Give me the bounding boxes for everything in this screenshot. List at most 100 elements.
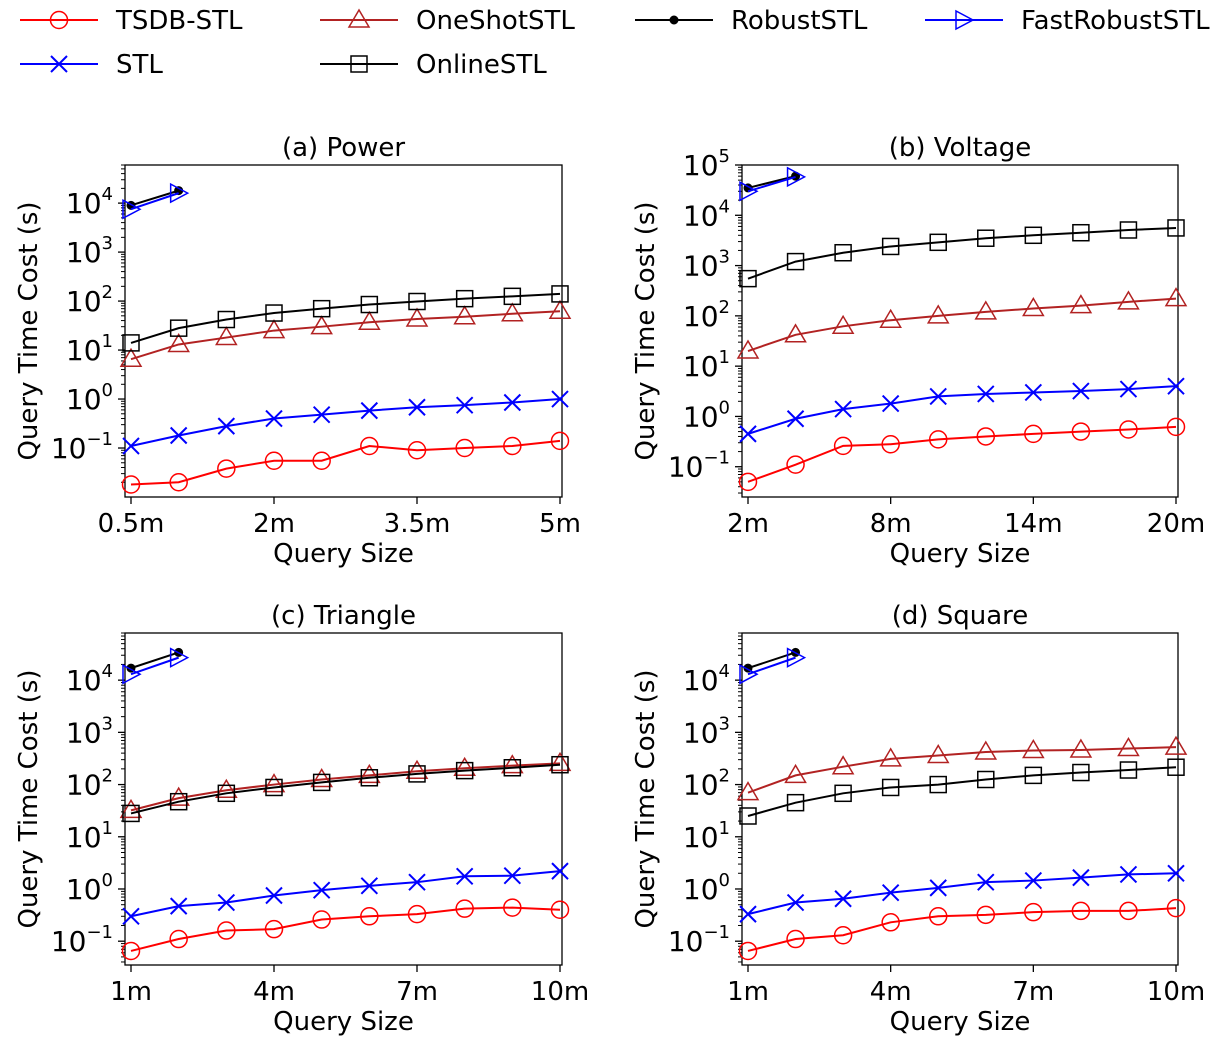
data-point [1024, 871, 1043, 890]
legend-label: TSDB-STL [115, 6, 243, 36]
data-point [503, 287, 522, 306]
data-point [408, 292, 426, 311]
y-tick-label: 10−1 [51, 922, 113, 958]
data-point [501, 302, 524, 322]
data-point [119, 347, 143, 367]
y-tick-label: 102 [66, 766, 113, 802]
data-point [929, 387, 947, 406]
data-point [167, 786, 190, 806]
data-point [929, 775, 947, 794]
data-point [833, 925, 853, 945]
series-oneshotstl [119, 299, 572, 367]
data-point [786, 252, 805, 271]
data-point [786, 929, 805, 949]
data-point [881, 883, 900, 902]
data-point [215, 326, 238, 346]
series-line [130, 870, 561, 918]
y-tick-label: 104 [66, 184, 113, 220]
y-tick-label: 101 [683, 818, 730, 854]
data-point [169, 319, 188, 337]
x-tick-label: 10m [531, 977, 589, 1007]
data-point [1117, 290, 1140, 310]
data-point [928, 430, 948, 449]
data-point [455, 396, 474, 414]
series-line [130, 906, 561, 952]
y-tick-label: 102 [66, 282, 113, 318]
plot-frame [124, 164, 563, 498]
plot-frame [741, 164, 1179, 498]
data-point [977, 770, 995, 789]
data-point [407, 904, 427, 924]
data-point [360, 907, 379, 926]
data-point [1071, 901, 1091, 921]
series-line [130, 189, 179, 207]
data-point [455, 289, 474, 308]
series-tsdb-stl [121, 431, 570, 494]
data-point [1167, 377, 1185, 395]
series-oneshotstl [119, 751, 572, 819]
data-point [312, 881, 331, 899]
data-point [786, 793, 805, 812]
data-point [169, 792, 188, 811]
data-point [928, 907, 948, 926]
data-point [786, 410, 805, 428]
data-point [407, 441, 427, 460]
y-tick-label: 101 [66, 331, 113, 367]
x-tick-label: 7m [396, 977, 438, 1007]
series-line [747, 907, 1177, 952]
x-tick-label: 2m [253, 509, 295, 539]
data-point [217, 921, 236, 940]
data-point [215, 778, 238, 798]
data-point [121, 475, 141, 494]
data-point [408, 398, 426, 416]
data-point [312, 405, 331, 424]
y-tick-label: 10−1 [668, 922, 730, 958]
y-tick-label: 104 [683, 661, 730, 697]
legend-marker [955, 9, 975, 31]
series-oneshotstl [736, 735, 1188, 801]
data-point [312, 773, 331, 792]
data-point [551, 862, 569, 880]
data-point [358, 310, 381, 330]
y-tick-label: 104 [66, 661, 113, 697]
data-point [1164, 735, 1188, 755]
y-axis-label: Query Time Cost (s) [631, 669, 661, 928]
data-point [1022, 297, 1045, 317]
data-point [265, 304, 283, 322]
x-tick-label: 0.5m [98, 509, 165, 539]
chart-title: (b) Voltage [889, 133, 1032, 163]
data-point [1024, 902, 1043, 922]
x-tick-label: 20m [1147, 509, 1205, 539]
y-tick-label: 101 [66, 818, 113, 854]
x-tick-label: 3.5m [384, 509, 451, 539]
data-point [739, 425, 757, 443]
data-point [503, 898, 522, 917]
series-line [130, 310, 561, 361]
series-line [747, 385, 1177, 435]
data-point [360, 769, 379, 787]
data-point [405, 307, 429, 327]
data-point [736, 781, 760, 801]
chart-panel: (c) Triangle 10−1 100 101 102 103 104 1m 4m 7m 10m… [14, 601, 589, 1037]
data-point [360, 401, 379, 420]
data-point [1022, 738, 1045, 759]
y-tick-label: 100 [683, 397, 730, 433]
data-point [834, 400, 852, 418]
series-fastrobuststl [739, 647, 807, 685]
data-point [548, 299, 572, 319]
data-point [1119, 380, 1138, 398]
x-tick-label: 10m [1147, 977, 1205, 1007]
y-tick-label: 105 [683, 146, 730, 182]
data-point [926, 304, 950, 324]
data-point [1072, 763, 1090, 782]
data-point [169, 897, 188, 915]
data-point [1024, 424, 1043, 444]
data-point [881, 394, 900, 413]
data-point [1167, 219, 1185, 237]
data-point [1164, 287, 1188, 307]
y-tick-label: 102 [683, 766, 730, 802]
data-point [834, 243, 852, 262]
y-axis-label: Query Time Cost (s) [631, 201, 661, 460]
series-line [130, 398, 561, 447]
